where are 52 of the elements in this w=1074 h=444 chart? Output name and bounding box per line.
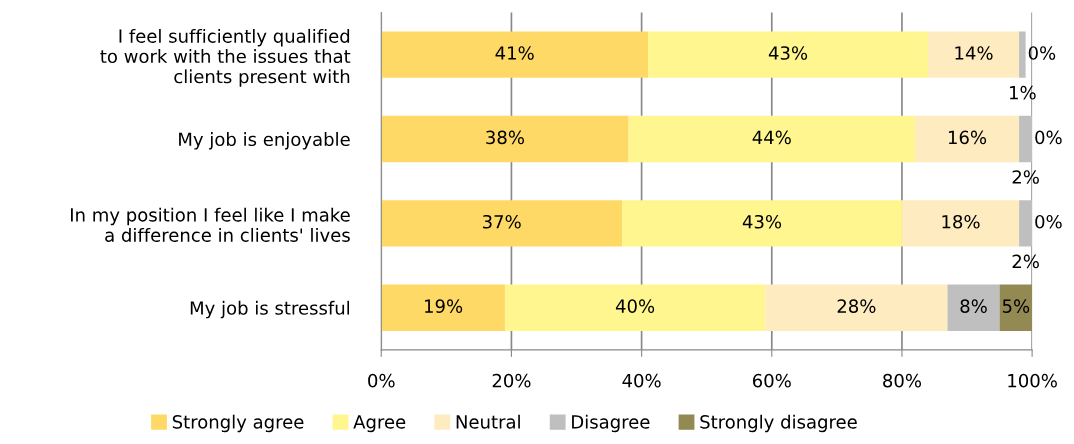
y-tick-label: My job is stressful: [190, 300, 350, 319]
bar: [765, 284, 948, 331]
y-tick-label: I feel sufficiently qualified to work with the issues that clients present with: [100, 28, 351, 87]
data-label: 2%: [1012, 170, 1039, 184]
data-label: 40%: [615, 299, 655, 313]
legend-label: Strongly disagree: [700, 414, 857, 433]
data-label: 18%: [942, 214, 980, 229]
data-label: 0%: [1035, 130, 1062, 145]
bar: [628, 115, 915, 163]
bar: [381, 115, 629, 163]
bar: [381, 200, 623, 247]
bar: [381, 284, 505, 331]
data-label: 0%: [1035, 214, 1062, 229]
bar: [381, 31, 649, 78]
data-label: 19%: [425, 299, 463, 313]
data-label: 44%: [752, 130, 791, 145]
bar: [947, 284, 1000, 331]
data-label: 43%: [768, 46, 808, 60]
data-label: 1%: [1010, 85, 1036, 100]
x-tick-label: 40%: [622, 373, 661, 388]
x-tick-label: 20%: [492, 373, 531, 388]
bar: [901, 200, 1020, 247]
y-tick-label: In my position I feel like I make a difference in clients' lives: [71, 207, 350, 242]
data-label: 28%: [837, 299, 876, 313]
x-tick-label: 80%: [883, 373, 922, 388]
data-label: 0%: [1028, 46, 1056, 60]
data-label: 43%: [742, 214, 782, 229]
bar: [999, 284, 1033, 331]
data-label: 14%: [955, 46, 993, 60]
x-tick-label: 0%: [368, 373, 395, 388]
bar: [648, 31, 928, 78]
x-tick-label: 60%: [752, 373, 791, 388]
bar: [1019, 200, 1033, 247]
legend-label: Neutral: [456, 414, 520, 429]
bar: [914, 115, 1020, 163]
legend-label: Disagree: [572, 414, 650, 433]
data-label: 5%: [1002, 299, 1030, 313]
legend-label: Agree: [353, 415, 406, 433]
data-label: 41%: [495, 46, 534, 60]
data-label: 16%: [948, 130, 987, 145]
data-label: 38%: [486, 130, 524, 145]
data-label: 37%: [482, 214, 521, 229]
y-tick-label: My job is enjoyable: [179, 132, 350, 150]
legend-label: Strongly agree: [172, 414, 304, 433]
x-tick-label: 100%: [1008, 373, 1057, 388]
data-label: 8%: [960, 299, 987, 313]
bar: [1019, 115, 1033, 163]
bar: [504, 284, 766, 331]
data-label: 2%: [1012, 254, 1039, 269]
bar: [1019, 31, 1026, 78]
bar: [927, 31, 1020, 78]
bar: [622, 200, 902, 247]
